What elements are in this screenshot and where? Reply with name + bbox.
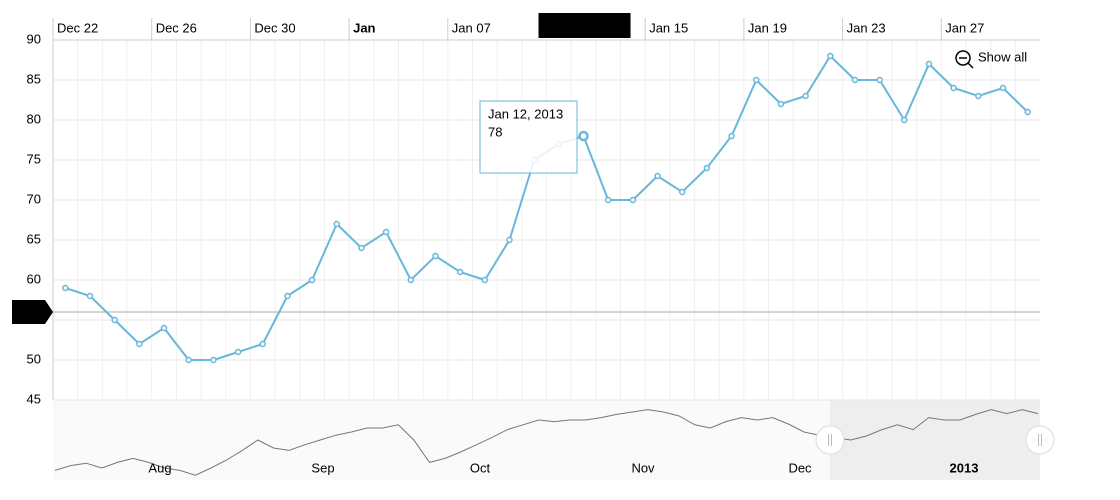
data-point: [876, 76, 883, 84]
cursor-x-label: Jan 12, 2013: [546, 16, 623, 31]
x-tick-label: Jan 23: [847, 20, 886, 35]
cursor-x-badge: [538, 13, 631, 38]
cursor-y-label: 56: [23, 303, 37, 318]
data-point: [629, 196, 637, 204]
y-tick-label: 70: [27, 191, 41, 206]
y-tick-label: 85: [27, 71, 41, 86]
scrollbar-selection[interactable]: [830, 400, 1040, 480]
scrollbar-label: Oct: [470, 460, 491, 475]
hover-point: [578, 130, 589, 142]
scrollbar-label: Sep: [311, 460, 334, 475]
data-point: [111, 316, 118, 324]
data-point: [1024, 108, 1031, 116]
data-point: [827, 52, 834, 60]
scrollbar-grip[interactable]: [815, 425, 845, 455]
data-point: [604, 196, 612, 204]
data-point: [62, 284, 69, 292]
data-point: [382, 228, 390, 236]
scrollbar-line: [54, 409, 1039, 476]
data-point: [481, 276, 489, 284]
data-point: [777, 100, 785, 108]
tooltip-value: 78: [488, 124, 502, 139]
data-point: [950, 84, 957, 92]
data-point: [654, 172, 661, 180]
data-point: [802, 92, 809, 100]
data-point: [136, 340, 143, 348]
data-point: [851, 76, 859, 84]
scrollbar-label: Aug: [148, 460, 171, 475]
data-point: [678, 188, 686, 196]
scrollbar-label: 2013: [950, 460, 979, 475]
data-point: [432, 252, 439, 260]
data-point: [506, 236, 513, 244]
zoom-button-label[interactable]: Show all: [978, 49, 1027, 64]
data-point: [160, 324, 168, 332]
y-tick-label: 60: [27, 271, 41, 286]
tooltip-title: Jan 12, 2013: [488, 106, 563, 121]
data-point: [358, 244, 365, 252]
data-point: [86, 292, 94, 300]
x-tick-label: Jan: [353, 20, 375, 35]
data-point: [407, 276, 415, 284]
y-tick-label: 80: [27, 111, 41, 126]
x-tick-label: Jan 07: [452, 20, 491, 35]
x-tick-label: Jan 15: [649, 20, 688, 35]
scrollbar-label: Nov: [631, 460, 655, 475]
zoom-icon: [967, 62, 974, 69]
y-tick-label: 90: [27, 31, 41, 46]
data-point: [975, 92, 982, 100]
x-tick-label: Jan 19: [748, 20, 787, 35]
tooltip-box: [479, 100, 578, 174]
data-point: [925, 60, 933, 68]
data-point: [728, 132, 735, 140]
data-point: [234, 348, 242, 356]
scrollbar-grip[interactable]: [1025, 425, 1055, 455]
scrollbar-label: Dec: [788, 460, 812, 475]
x-tick-label: Dec 22: [57, 20, 98, 35]
x-tick-label: Dec 26: [156, 20, 197, 35]
data-point: [901, 116, 908, 124]
data-point: [259, 340, 266, 348]
data-point: [185, 356, 192, 364]
y-tick-label: 50: [27, 351, 41, 366]
y-tick-label: 75: [27, 151, 41, 166]
data-point: [308, 276, 316, 284]
data-point: [333, 220, 341, 228]
data-point: [703, 164, 711, 172]
y-tick-label: 45: [27, 391, 41, 406]
zoom-button[interactable]: Show all: [955, 49, 1027, 69]
cursor-y-badge: [12, 300, 53, 324]
data-point: [284, 292, 291, 300]
x-tick-label: Dec 30: [254, 20, 295, 35]
data-point: [999, 84, 1007, 92]
data-point: [210, 356, 217, 364]
zoom-icon: [955, 50, 971, 66]
y-tick-label: 65: [27, 231, 41, 246]
x-tick-label: Jan 27: [945, 20, 984, 35]
data-point: [752, 76, 760, 84]
data-point: [456, 268, 464, 276]
